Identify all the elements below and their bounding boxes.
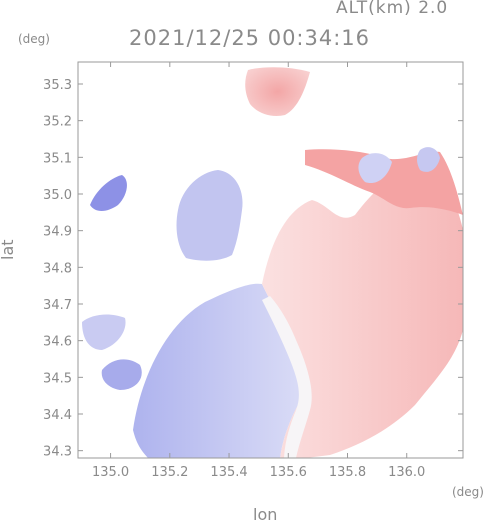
- echo-fragment-southwest: [82, 314, 126, 350]
- x-axis: 135.0 135.2 135.4 135.6 135.8 136.0: [92, 62, 425, 480]
- approaching-region-southwest: [133, 283, 301, 458]
- approaching-region-north: [176, 170, 243, 261]
- x-tick-label: 135.0: [92, 465, 129, 480]
- x-tick-label: 136.0: [388, 465, 425, 480]
- plot-frame: [77, 61, 464, 459]
- altitude-label: ALT(km) 2.0: [336, 0, 449, 18]
- y-tick-label: 34.3: [43, 445, 72, 460]
- x-axis-unit: (deg): [452, 485, 484, 499]
- receding-region-east: [262, 167, 463, 458]
- y-tick-label: 35.1: [43, 151, 72, 166]
- y-tick-label: 34.9: [43, 225, 72, 240]
- y-tick-label: 34.5: [43, 371, 72, 386]
- y-tick-label: 34.6: [43, 335, 72, 350]
- x-tick-label: 135.6: [270, 465, 307, 480]
- receding-region-north: [245, 67, 310, 116]
- y-tick-label: 35.2: [43, 115, 72, 130]
- y-tick-label: 34.7: [43, 298, 72, 313]
- x-tick-label: 135.2: [151, 465, 188, 480]
- y-axis: 34.3 34.4 34.5 34.6 34.7 34.8 34.9 35.0 35.1 35.2…: [43, 78, 463, 460]
- y-tick-label: 35.0: [43, 188, 72, 203]
- y-axis-unit: (deg): [18, 32, 50, 46]
- echo-fragment-west: [90, 175, 127, 212]
- y-tick-label: 35.3: [43, 78, 72, 93]
- y-tick-label: 34.4: [43, 408, 72, 423]
- echo-fragment-west-2: [101, 359, 142, 390]
- transition-band: [262, 296, 312, 458]
- y-tick-label: 34.8: [43, 261, 72, 276]
- x-axis-label: lon: [253, 505, 278, 524]
- chart-title: 2021/12/25 00:34:16: [129, 26, 371, 50]
- x-tick-label: 135.8: [329, 465, 366, 480]
- echo-field: [82, 67, 463, 458]
- echo-fragment-northeast-blue-2: [417, 147, 440, 172]
- x-tick-label: 135.4: [210, 465, 247, 480]
- echo-fragment-northeast-blue: [358, 153, 392, 184]
